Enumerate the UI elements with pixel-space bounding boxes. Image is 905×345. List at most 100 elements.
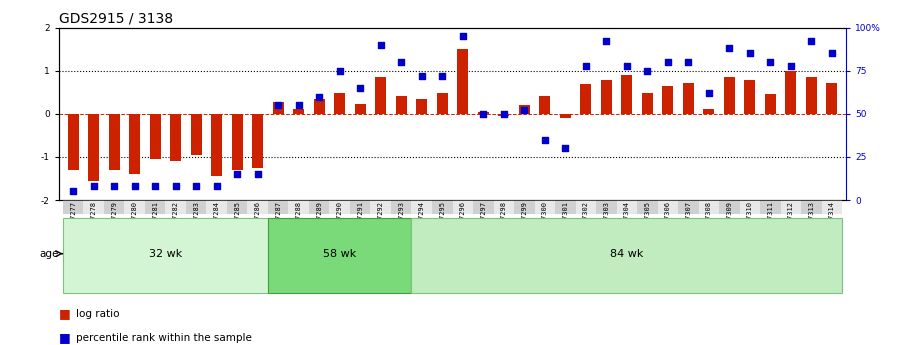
Bar	[63, 200, 83, 214]
Point	[661, 59, 675, 65]
Bar	[576, 200, 596, 214]
Point	[128, 184, 142, 189]
Bar	[227, 200, 247, 214]
Point	[538, 137, 552, 142]
Bar	[293, 109, 304, 114]
Text: GSM97277: GSM97277	[71, 201, 76, 235]
Text: GSM97302: GSM97302	[583, 201, 589, 235]
Text: GSM97309: GSM97309	[727, 201, 732, 235]
Text: GSM97300: GSM97300	[542, 201, 548, 235]
Point	[763, 59, 777, 65]
Bar	[739, 200, 760, 214]
Bar	[801, 200, 822, 214]
Bar	[658, 200, 678, 214]
Bar	[703, 109, 714, 114]
Text: percentile rank within the sample: percentile rank within the sample	[76, 333, 252, 343]
Text: GSM97288: GSM97288	[296, 201, 301, 235]
Text: GSM97290: GSM97290	[337, 201, 343, 235]
Point	[497, 111, 511, 117]
Point	[414, 73, 429, 79]
Bar	[744, 80, 756, 114]
Bar	[129, 114, 140, 174]
Bar	[370, 200, 391, 214]
Bar	[765, 95, 776, 114]
Point	[517, 108, 531, 113]
Point	[374, 42, 388, 48]
Point	[251, 171, 265, 177]
Bar	[166, 200, 186, 214]
Point	[599, 39, 614, 44]
Text: GSM97292: GSM97292	[377, 201, 384, 235]
Point	[578, 63, 593, 68]
Text: GSM97293: GSM97293	[398, 201, 405, 235]
Bar	[642, 93, 653, 114]
Point	[271, 102, 285, 108]
Bar	[555, 200, 576, 214]
Point	[230, 171, 244, 177]
Bar	[314, 99, 325, 114]
Bar	[268, 200, 289, 214]
Text: GSM97306: GSM97306	[665, 201, 671, 235]
Bar	[473, 200, 493, 214]
Text: GSM97289: GSM97289	[316, 201, 322, 235]
Point	[558, 146, 573, 151]
Point	[743, 51, 757, 56]
Bar	[780, 200, 801, 214]
Bar	[457, 49, 469, 114]
Text: GSM97282: GSM97282	[173, 201, 178, 235]
Point	[353, 85, 367, 91]
Bar	[678, 200, 699, 214]
Text: GSM97281: GSM97281	[152, 201, 158, 235]
Point	[681, 59, 696, 65]
Point	[722, 46, 737, 51]
Bar	[826, 83, 837, 114]
Bar	[559, 114, 571, 118]
Bar	[580, 84, 591, 114]
Point	[168, 184, 183, 189]
Point	[66, 189, 81, 194]
Bar	[247, 200, 268, 214]
Text: GSM97278: GSM97278	[90, 201, 97, 235]
Text: 58 wk: 58 wk	[323, 249, 357, 259]
Text: ■: ■	[59, 307, 71, 320]
Bar	[436, 93, 448, 114]
Bar	[268, 218, 412, 293]
Bar	[412, 218, 842, 293]
Bar	[206, 200, 227, 214]
Text: GSM97303: GSM97303	[604, 201, 609, 235]
Bar	[760, 200, 780, 214]
Bar	[519, 105, 530, 114]
Point	[701, 90, 716, 96]
Point	[784, 63, 798, 68]
Text: GSM97304: GSM97304	[624, 201, 630, 235]
Bar	[493, 200, 514, 214]
Point	[332, 68, 347, 73]
Bar	[88, 114, 100, 181]
Bar	[432, 200, 452, 214]
Bar	[395, 96, 407, 114]
Bar	[329, 200, 350, 214]
Bar	[637, 200, 658, 214]
Text: 84 wk: 84 wk	[610, 249, 643, 259]
Point	[148, 184, 162, 189]
Text: GSM97287: GSM97287	[275, 201, 281, 235]
Bar	[391, 200, 412, 214]
Bar	[621, 75, 633, 114]
Bar	[416, 99, 427, 114]
Text: GSM97284: GSM97284	[214, 201, 220, 235]
Bar	[719, 200, 739, 214]
Bar	[699, 200, 719, 214]
Text: GSM97299: GSM97299	[521, 201, 528, 235]
Point	[824, 51, 839, 56]
Bar	[63, 218, 268, 293]
Bar	[822, 200, 842, 214]
Bar	[805, 77, 817, 114]
Text: GSM97283: GSM97283	[193, 201, 199, 235]
Text: GSM97291: GSM97291	[357, 201, 363, 235]
Point	[394, 59, 408, 65]
Point	[435, 73, 450, 79]
Text: GSM97297: GSM97297	[481, 201, 486, 235]
Text: log ratio: log ratio	[76, 309, 119, 318]
Bar	[601, 80, 612, 114]
Bar	[596, 200, 616, 214]
